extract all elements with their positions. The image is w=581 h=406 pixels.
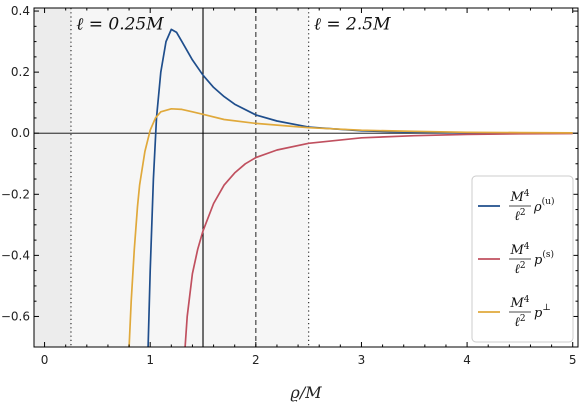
legend-denominator-sup-0: 2 bbox=[520, 208, 526, 218]
legend-denominator-0: ℓ2 bbox=[514, 208, 525, 224]
legend-denominator-sup-1: 2 bbox=[520, 261, 526, 271]
series-line-1 bbox=[184, 132, 573, 348]
legend-denominator-sup-2: 2 bbox=[520, 314, 526, 324]
legend-symbol-sup-1: (s) bbox=[542, 249, 554, 260]
x-axis-label: ϱ/M bbox=[290, 383, 322, 402]
series-line-2 bbox=[128, 107, 573, 348]
shaded-region-0 bbox=[34, 8, 71, 347]
annotation-1: ℓ = 2.5M bbox=[314, 14, 391, 34]
vertical-lines bbox=[70, 8, 310, 347]
annotations: ℓ = 0.25M ℓ = 2.5M bbox=[76, 14, 391, 34]
y-tick-label-2: −0.2 bbox=[1, 187, 30, 201]
y-tick-label-3: 0.0 bbox=[11, 126, 30, 140]
legend-denominator-2: ℓ2 bbox=[514, 314, 525, 330]
x-tick-label-2: 2 bbox=[252, 353, 260, 367]
legend-numerator-sup-0: 4 bbox=[524, 189, 530, 199]
x-tick-label-3: 3 bbox=[358, 353, 366, 367]
legend-symbol-sup-0: (u) bbox=[542, 196, 555, 207]
x-tick-label-0: 0 bbox=[41, 353, 49, 367]
y-tick-label-5: 0.4 bbox=[11, 4, 30, 18]
x-tick-label-5: 5 bbox=[569, 353, 577, 367]
x-tick-label-1: 1 bbox=[146, 353, 154, 367]
legend-numerator-sup-2: 4 bbox=[524, 295, 530, 305]
legend-denominator-1: ℓ2 bbox=[514, 261, 525, 277]
shaded-regions bbox=[34, 8, 309, 347]
plot-frame bbox=[33, 7, 579, 348]
legend-numerator-sup-1: 4 bbox=[524, 242, 530, 252]
ticks: 0 1 2 3 4 5 −0.6 −0.4 −0.2 0.0 0.2 0.4 bbox=[1, 4, 578, 367]
annotation-0: ℓ = 0.25M bbox=[76, 14, 164, 34]
series-lines bbox=[128, 28, 573, 348]
legend-symbol-sup-2: ⊥ bbox=[542, 303, 550, 313]
y-tick-label-4: 0.2 bbox=[11, 65, 30, 79]
y-tick-label-0: −0.6 bbox=[1, 309, 30, 323]
y-tick-label-1: −0.4 bbox=[1, 248, 30, 262]
x-tick-label-4: 4 bbox=[463, 353, 471, 367]
